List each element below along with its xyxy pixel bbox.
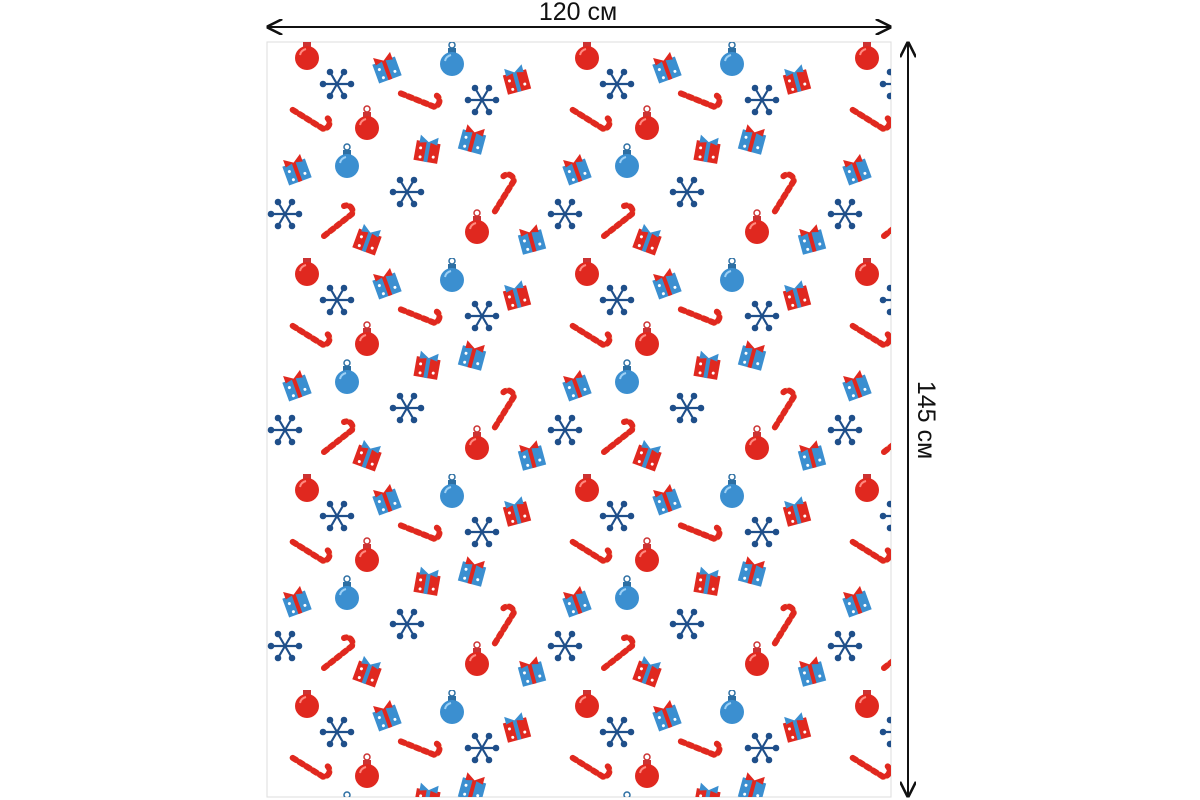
- fabric-pattern: [267, 42, 891, 797]
- height-label: 145 см: [912, 381, 940, 459]
- width-label: 120 см: [539, 0, 617, 26]
